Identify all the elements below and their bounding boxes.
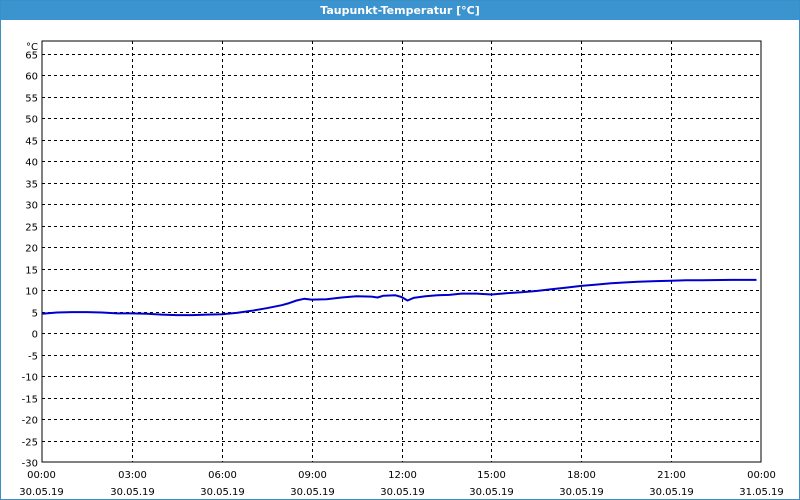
y-tick-label: 25 <box>25 223 38 234</box>
chart-area: 65605550454035302520151050-5-10-15-20-25… <box>19 40 784 498</box>
x-tick-date: 30.05.19 <box>19 487 64 498</box>
x-tick-time: 09:00 <box>298 470 327 481</box>
y-tick-label: 10 <box>25 287 38 298</box>
y-tick-label: 30 <box>25 201 38 212</box>
plot-frame <box>41 40 762 463</box>
y-tick-label: -20 <box>22 416 38 427</box>
x-tick-time: 18:00 <box>567 470 596 481</box>
y-tick-label: 65 <box>25 51 38 62</box>
y-tick-label: 0 <box>32 330 38 341</box>
x-tick-time: 06:00 <box>208 470 237 481</box>
x-tick-date: 30.05.19 <box>110 487 155 498</box>
x-tick-date: 30.05.19 <box>380 487 425 498</box>
y-unit-label: °C <box>26 42 38 53</box>
y-tick-label: 60 <box>25 72 38 83</box>
y-tick-label: 55 <box>25 94 38 105</box>
x-tick-time: 15:00 <box>477 470 506 481</box>
series-line <box>41 278 757 317</box>
y-tick-label: 15 <box>25 266 38 277</box>
x-tick-time: 00:00 <box>747 470 776 481</box>
x-tick-date: 30.05.19 <box>290 487 335 498</box>
y-tick-label: 50 <box>25 115 38 126</box>
x-tick-date: 30.05.19 <box>559 487 604 498</box>
x-tick-date: 31.05.19 <box>739 487 784 498</box>
y-tick-label: -10 <box>22 373 38 384</box>
x-tick-time: 03:00 <box>118 470 147 481</box>
y-tick-label: -25 <box>22 438 38 449</box>
y-tick-label: -30 <box>22 459 38 470</box>
x-tick-time: 21:00 <box>657 470 686 481</box>
x-tick-date: 30.05.19 <box>649 487 694 498</box>
y-tick-label: 20 <box>25 244 38 255</box>
x-tick-date: 30.05.19 <box>469 487 514 498</box>
y-tick-label: 40 <box>25 158 38 169</box>
y-tick-label: -15 <box>22 395 38 406</box>
x-tick-time: 00:00 <box>27 470 56 481</box>
y-tick-label: 45 <box>25 137 38 148</box>
y-tick-label: 5 <box>32 309 38 320</box>
y-tick-label: -5 <box>28 352 38 363</box>
x-tick-date: 30.05.19 <box>200 487 245 498</box>
x-tick-time: 12:00 <box>388 470 417 481</box>
y-tick-label: 35 <box>25 180 38 191</box>
window-title: Taupunkt-Temperatur [°C] <box>1 1 799 20</box>
